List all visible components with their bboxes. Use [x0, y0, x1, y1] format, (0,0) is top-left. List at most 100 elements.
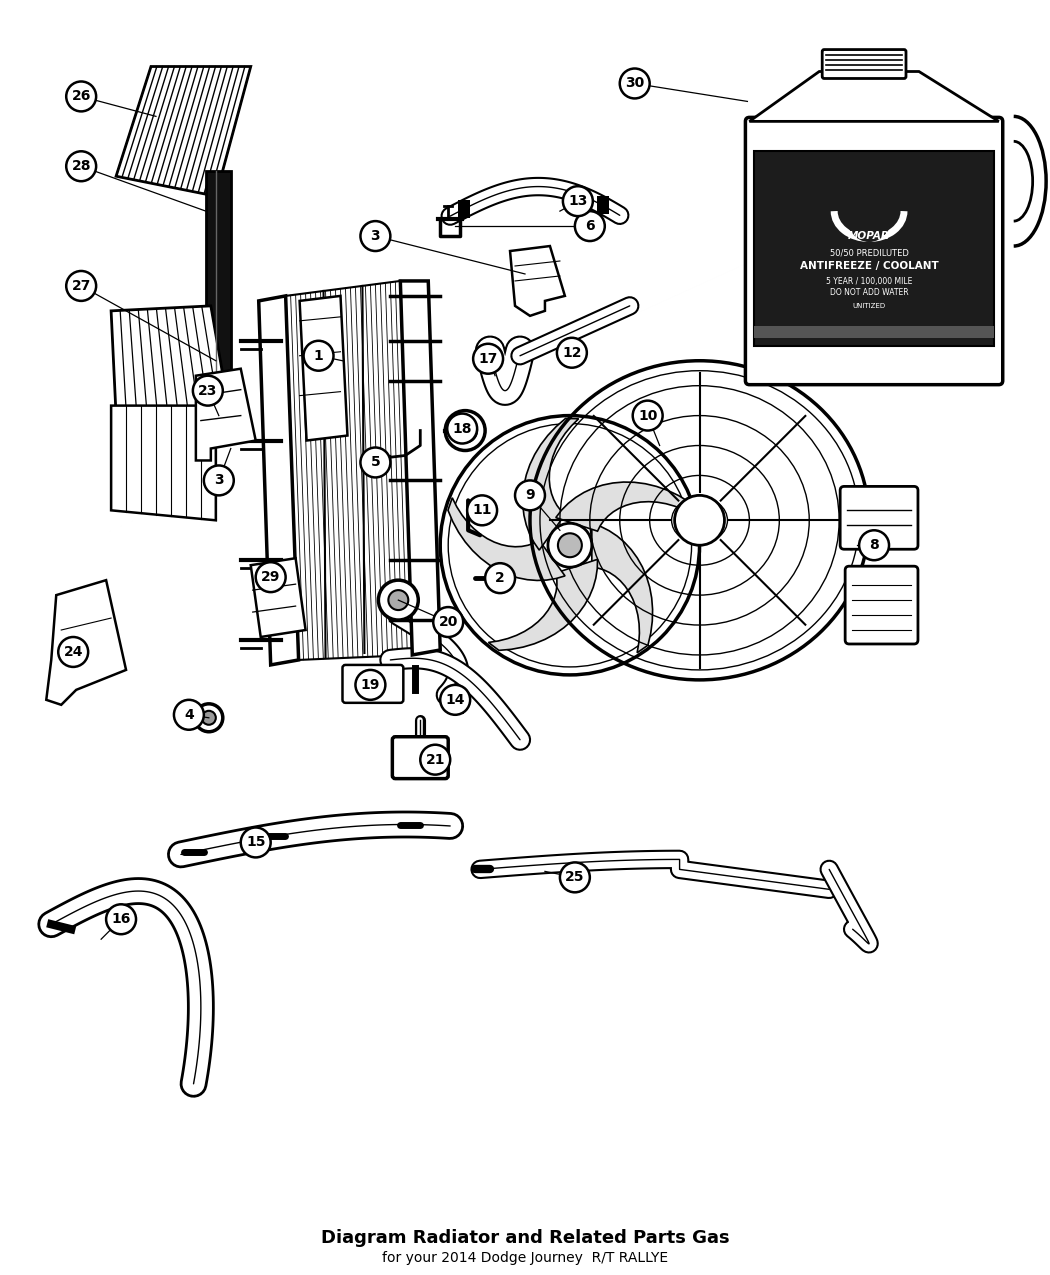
- Circle shape: [240, 827, 271, 857]
- Circle shape: [174, 700, 204, 729]
- Circle shape: [106, 904, 136, 935]
- Text: 9: 9: [525, 488, 534, 502]
- FancyBboxPatch shape: [342, 666, 403, 703]
- Polygon shape: [286, 280, 413, 660]
- Text: 28: 28: [71, 159, 91, 173]
- Text: 5: 5: [371, 455, 380, 469]
- Text: DO NOT ADD WATER: DO NOT ADD WATER: [830, 288, 908, 297]
- Text: UNITIZED: UNITIZED: [853, 303, 885, 309]
- Circle shape: [195, 704, 223, 732]
- Circle shape: [378, 580, 418, 620]
- Polygon shape: [251, 558, 306, 638]
- Polygon shape: [206, 171, 231, 411]
- Text: 27: 27: [71, 279, 91, 293]
- Circle shape: [360, 221, 391, 251]
- Text: 1: 1: [314, 349, 323, 363]
- Circle shape: [556, 338, 587, 367]
- Circle shape: [420, 745, 450, 775]
- Polygon shape: [111, 306, 231, 421]
- Circle shape: [558, 533, 582, 557]
- Text: 5 YEAR / 100,000 MILE: 5 YEAR / 100,000 MILE: [826, 278, 912, 287]
- Text: 12: 12: [562, 346, 582, 360]
- Text: 26: 26: [71, 89, 91, 103]
- Polygon shape: [488, 560, 597, 650]
- FancyBboxPatch shape: [845, 566, 918, 644]
- Text: 15: 15: [246, 835, 266, 849]
- Polygon shape: [523, 418, 579, 550]
- Circle shape: [66, 82, 97, 111]
- Circle shape: [193, 376, 223, 405]
- Circle shape: [454, 418, 477, 442]
- Text: 2: 2: [496, 571, 505, 585]
- Circle shape: [516, 481, 545, 510]
- Text: 3: 3: [214, 473, 224, 487]
- Circle shape: [859, 530, 889, 560]
- Circle shape: [58, 638, 88, 667]
- Circle shape: [633, 400, 663, 431]
- Bar: [754, 326, 993, 338]
- Polygon shape: [555, 482, 693, 532]
- Text: Diagram Radiator and Related Parts Gas: Diagram Radiator and Related Parts Gas: [320, 1229, 730, 1247]
- Circle shape: [256, 562, 286, 592]
- Circle shape: [66, 152, 97, 181]
- Circle shape: [440, 685, 470, 715]
- Polygon shape: [592, 523, 653, 653]
- FancyBboxPatch shape: [393, 737, 448, 779]
- Circle shape: [66, 272, 97, 301]
- Bar: [596, 196, 609, 214]
- Text: 14: 14: [445, 692, 465, 706]
- Text: 24: 24: [63, 645, 83, 659]
- Polygon shape: [510, 246, 565, 316]
- Circle shape: [303, 340, 334, 371]
- FancyBboxPatch shape: [822, 50, 906, 79]
- Text: 19: 19: [361, 678, 380, 692]
- FancyBboxPatch shape: [746, 117, 1003, 385]
- Polygon shape: [117, 66, 251, 196]
- FancyBboxPatch shape: [840, 486, 918, 550]
- Circle shape: [485, 564, 516, 593]
- Circle shape: [563, 186, 593, 217]
- Text: MOPAR: MOPAR: [848, 231, 890, 241]
- Text: 10: 10: [638, 408, 657, 422]
- Circle shape: [202, 710, 216, 724]
- Text: 25: 25: [565, 871, 585, 885]
- Text: 30: 30: [625, 76, 645, 91]
- Bar: [458, 200, 469, 218]
- Polygon shape: [448, 497, 565, 580]
- Circle shape: [674, 496, 724, 546]
- Circle shape: [548, 523, 592, 567]
- Text: 18: 18: [453, 422, 471, 436]
- Polygon shape: [46, 580, 126, 705]
- Circle shape: [620, 69, 650, 98]
- Text: 20: 20: [439, 615, 458, 629]
- Text: 11: 11: [472, 504, 491, 518]
- Text: 8: 8: [869, 538, 879, 552]
- Text: 16: 16: [111, 912, 131, 926]
- Bar: [754, 152, 993, 346]
- Polygon shape: [299, 296, 348, 441]
- Circle shape: [434, 607, 463, 638]
- Text: 50/50 PREDILUTED: 50/50 PREDILUTED: [830, 249, 908, 258]
- Circle shape: [356, 669, 385, 700]
- Text: 23: 23: [198, 384, 217, 398]
- Circle shape: [388, 590, 408, 609]
- Circle shape: [574, 212, 605, 241]
- Text: 21: 21: [425, 752, 445, 766]
- Text: 4: 4: [184, 708, 194, 722]
- Text: 13: 13: [568, 194, 588, 208]
- Polygon shape: [400, 280, 440, 655]
- Text: 6: 6: [585, 219, 594, 233]
- Polygon shape: [196, 368, 256, 460]
- Circle shape: [560, 862, 590, 892]
- Circle shape: [447, 413, 477, 444]
- Polygon shape: [258, 296, 298, 666]
- Circle shape: [204, 465, 234, 496]
- Text: 3: 3: [371, 230, 380, 244]
- Polygon shape: [750, 71, 999, 121]
- Text: ANTIFREEZE / COOLANT: ANTIFREEZE / COOLANT: [800, 261, 939, 272]
- Polygon shape: [111, 405, 216, 520]
- Circle shape: [445, 411, 485, 450]
- Circle shape: [467, 496, 497, 525]
- Text: for your 2014 Dodge Journey  R/T RALLYE: for your 2014 Dodge Journey R/T RALLYE: [382, 1251, 668, 1265]
- Circle shape: [474, 344, 503, 374]
